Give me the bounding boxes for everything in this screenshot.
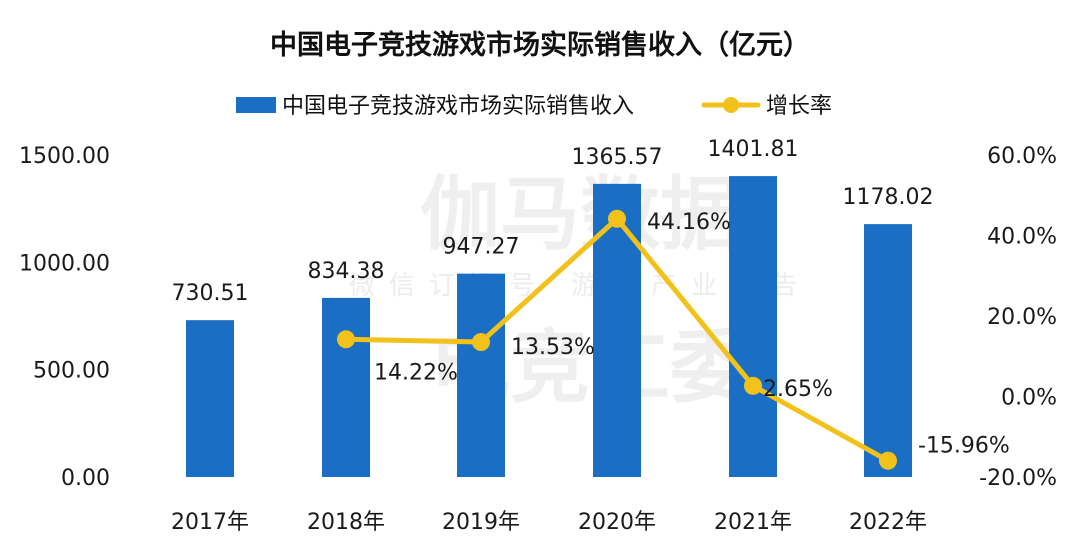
growth-value-label: 44.16% (647, 210, 731, 235)
right-axis: -20.0% 0.0% 20.0% 40.0% 60.0% (979, 144, 1057, 491)
growth-data-labels: 14.22% 13.53% 44.16% 2.65% -15.96% (374, 210, 1010, 459)
x-axis: 2017年 2018年 2019年 2020年 2021年 2022年 (171, 510, 927, 535)
bar-value-label: 947.27 (443, 235, 520, 260)
bar (322, 297, 370, 477)
right-tick-label: 40.0% (987, 225, 1057, 250)
legend-line-label: 增长率 (766, 94, 832, 119)
right-tick-label: -20.0% (979, 466, 1057, 491)
legend: 中国电子竞技游戏市场实际销售收入 增长率 (236, 94, 832, 119)
bar-value-label: 1401.81 (708, 137, 799, 162)
bar-series (186, 176, 912, 477)
left-axis: 0.00 500.00 1000.00 1500.00 (19, 144, 110, 491)
bar (729, 176, 777, 477)
growth-point (337, 330, 355, 349)
bar (457, 273, 505, 477)
bar (186, 320, 234, 477)
right-tick-label: 0.0% (1001, 386, 1057, 411)
growth-point (879, 451, 897, 470)
left-tick-label: 1000.00 (19, 251, 110, 276)
legend-bar-label: 中国电子竞技游戏市场实际销售收入 (282, 94, 634, 119)
x-tick-label: 2018年 (307, 510, 385, 535)
left-tick-label: 500.00 (33, 359, 110, 384)
x-tick-label: 2019年 (442, 510, 520, 535)
growth-value-label: 2.65% (763, 377, 833, 402)
bar (864, 224, 912, 477)
growth-value-label: 13.53% (511, 335, 595, 360)
left-tick-label: 0.00 (61, 466, 110, 491)
growth-point (472, 333, 490, 352)
watermark-line2: 微信订阅号 游戏产业报告 (349, 271, 811, 301)
x-tick-label: 2021年 (714, 510, 792, 535)
bar-data-labels: 730.51 834.38 947.27 1365.57 1401.81 1178.02 (172, 137, 934, 306)
right-tick-label: 20.0% (987, 305, 1057, 330)
left-tick-label: 1500.00 (19, 144, 110, 169)
x-tick-label: 2022年 (849, 510, 927, 535)
growth-value-label: -15.96% (918, 434, 1010, 459)
x-tick-label: 2017年 (171, 510, 249, 535)
growth-point (744, 376, 762, 395)
chart-title: 中国电子竞技游戏市场实际销售收入（亿元） (270, 29, 810, 61)
right-tick-label: 60.0% (987, 144, 1057, 169)
watermark-line1: 伽马数据 (420, 168, 740, 261)
x-tick-label: 2020年 (578, 510, 656, 535)
bar-value-label: 834.38 (308, 259, 385, 284)
bar-value-label: 1365.57 (572, 145, 663, 170)
growth-value-label: 14.22% (374, 360, 458, 385)
legend-line-marker (723, 97, 739, 113)
bar-value-label: 1178.02 (843, 185, 934, 210)
legend-bar-swatch (236, 97, 276, 113)
growth-line-series (337, 209, 897, 470)
growth-point (608, 209, 626, 228)
bar (593, 183, 641, 477)
bar-value-label: 730.51 (172, 281, 249, 306)
